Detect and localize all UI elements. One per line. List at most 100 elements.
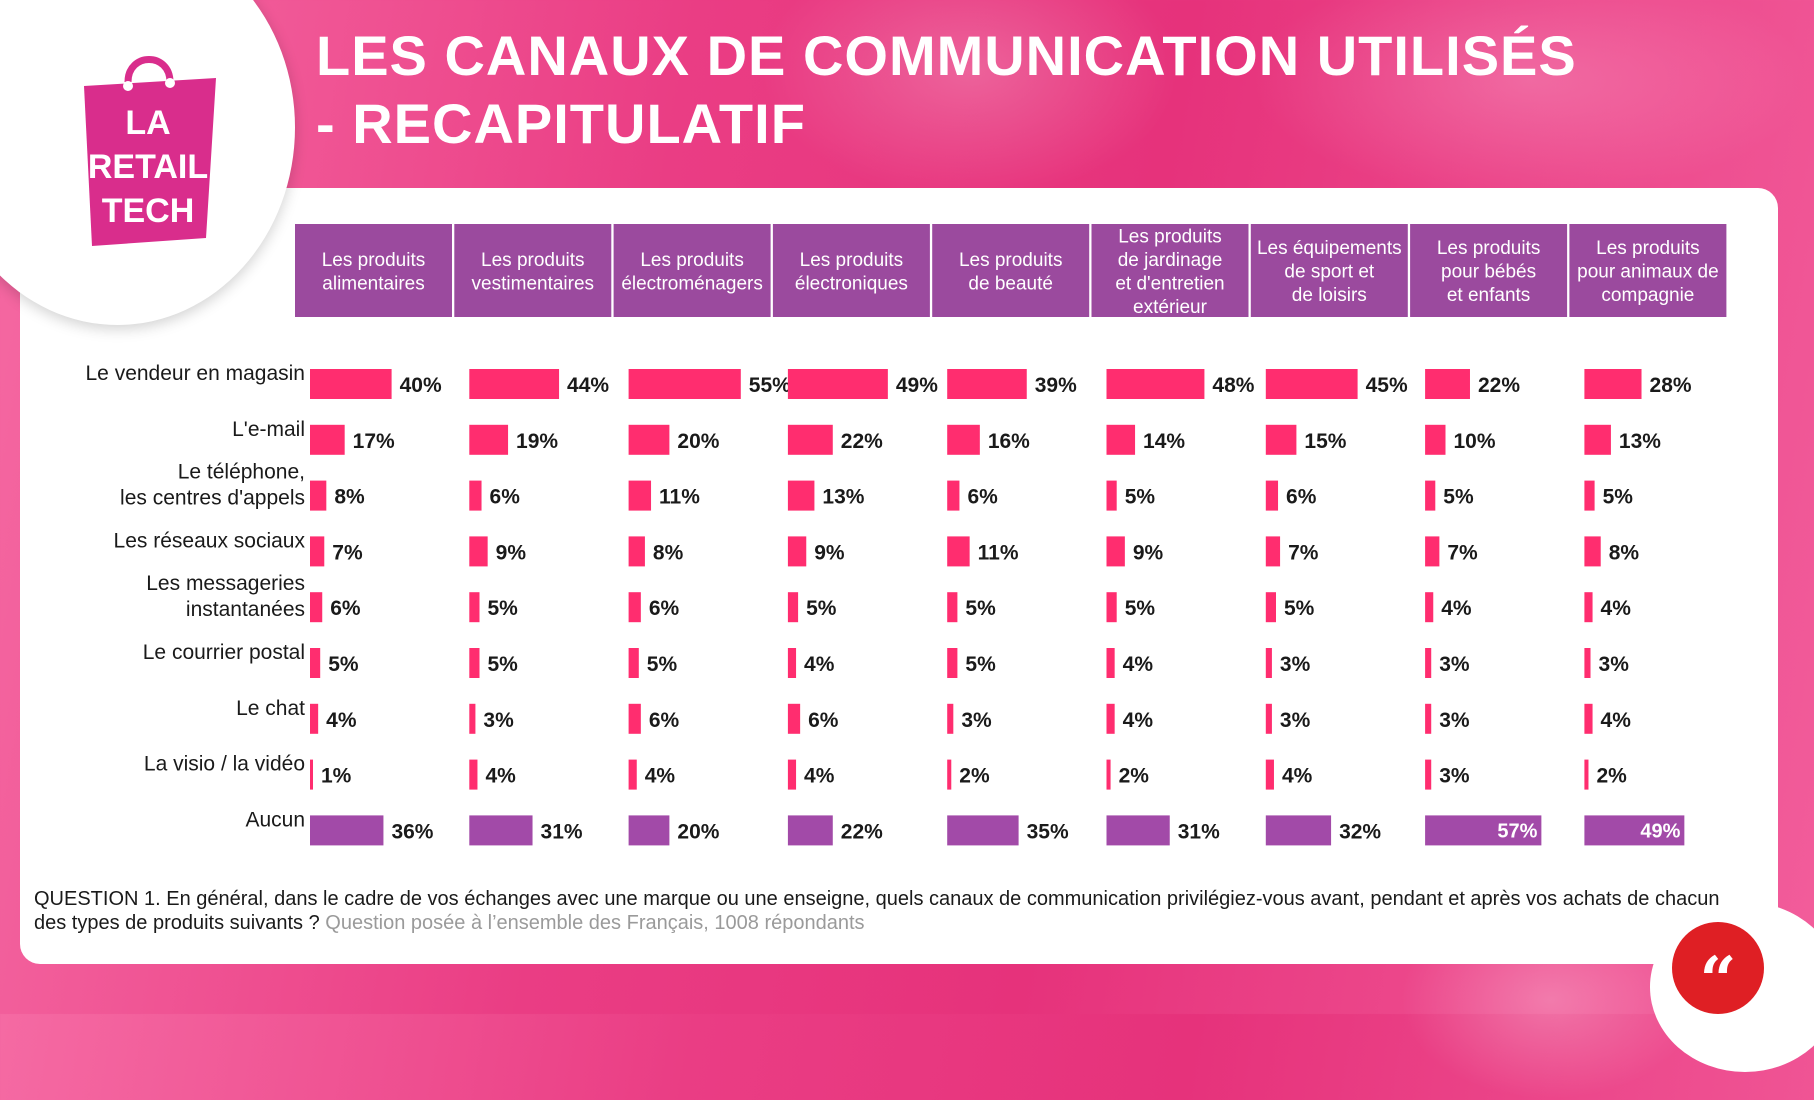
bar (947, 480, 960, 511)
data-label: 55% (749, 374, 791, 397)
bar (1106, 369, 1205, 399)
data-label: 5% (965, 597, 996, 620)
data-label: 20% (677, 820, 719, 843)
data-label: 5% (965, 653, 996, 676)
bar (310, 369, 392, 399)
data-label: 4% (645, 765, 676, 788)
bar (469, 703, 476, 734)
data-label: 3% (1599, 653, 1630, 676)
column-header-bg (613, 224, 771, 317)
bar (1425, 592, 1434, 623)
data-label: 6% (967, 486, 998, 509)
data-label: 3% (1280, 653, 1311, 676)
bar (1425, 648, 1432, 678)
data-label: 19% (516, 430, 558, 453)
data-label: 3% (1439, 765, 1470, 788)
data-label: 6% (490, 486, 521, 509)
data-label: 3% (483, 709, 514, 732)
bar (1106, 536, 1125, 567)
bar (469, 759, 478, 790)
bar (628, 369, 741, 399)
bar (469, 815, 533, 846)
bar (787, 480, 815, 511)
background-glow (760, 0, 1180, 200)
bar (1584, 480, 1595, 511)
bar (787, 759, 797, 790)
bar (1584, 648, 1591, 678)
data-label: 4% (804, 653, 835, 676)
bar (628, 592, 641, 623)
bar (1265, 648, 1272, 678)
bar (1265, 536, 1281, 567)
column-header-label: électroniques (795, 273, 908, 294)
bar (628, 480, 652, 511)
question-text: QUESTION 1. En général, dans le cadre de… (34, 887, 1734, 935)
column-header-bg (454, 224, 612, 317)
bar (628, 815, 670, 846)
bar (1265, 703, 1272, 734)
bar (310, 759, 313, 790)
data-label: 6% (808, 709, 839, 732)
data-label: 5% (1125, 486, 1156, 509)
bar (1106, 648, 1115, 678)
data-label: 3% (961, 709, 992, 732)
data-label: 32% (1339, 820, 1381, 843)
data-label: 7% (332, 541, 363, 564)
column-header-bg (1410, 224, 1568, 317)
data-label: 9% (1133, 541, 1164, 564)
retail-tech-logo[interactable]: LA RETAIL TECH (78, 56, 228, 246)
data-label: 5% (806, 597, 837, 620)
bar (1425, 703, 1432, 734)
background-glow (1250, 0, 1810, 200)
shopping-bag-icon (84, 56, 216, 246)
data-label: 7% (1288, 541, 1319, 564)
column-header-bg (1569, 224, 1727, 317)
question-sub: Question posée à l’ensemble des Français… (325, 912, 865, 934)
bar (1265, 369, 1358, 399)
row-label: Les réseaux sociaux (114, 529, 306, 552)
column-header-label: de sport et (1284, 262, 1374, 283)
column-header-label: compagnie (1601, 285, 1694, 306)
bar (628, 648, 639, 678)
bar (1425, 369, 1470, 399)
bar (1265, 592, 1276, 623)
row-label: instantanées (186, 598, 305, 621)
row-label: Le courrier postal (143, 641, 305, 664)
column-header-label: Les équipements (1257, 238, 1402, 259)
data-label: 4% (1123, 653, 1154, 676)
bar (947, 703, 954, 734)
bar (628, 536, 645, 567)
bar (1425, 536, 1440, 567)
row-label: les centres d'appels (120, 487, 305, 510)
bar (1106, 480, 1117, 511)
bar (469, 536, 488, 567)
data-label: 4% (804, 765, 835, 788)
data-label: 20% (677, 430, 719, 453)
bar (310, 480, 327, 511)
quote-icon[interactable]: “ (1672, 922, 1764, 1018)
data-label: 3% (1439, 653, 1470, 676)
data-label: 44% (567, 374, 609, 397)
data-label: 9% (814, 541, 845, 564)
bar (787, 648, 797, 678)
bar (947, 592, 958, 623)
bar (1584, 536, 1601, 567)
data-label: 22% (1478, 374, 1520, 397)
bar (947, 815, 1019, 846)
data-label: 2% (1596, 765, 1627, 788)
bar (469, 648, 480, 678)
bar (1425, 815, 1542, 846)
logo-text: LA RETAIL TECH (88, 104, 208, 230)
bar (1265, 815, 1332, 846)
data-label: 5% (488, 597, 519, 620)
column-header-label: Les produits (1437, 238, 1541, 259)
column-header-label: électroménagers (621, 273, 763, 294)
data-label: 11% (978, 541, 1019, 564)
data-label: 4% (1601, 709, 1632, 732)
data-label: 4% (1123, 709, 1154, 732)
data-label: 16% (988, 430, 1030, 453)
data-label: 14% (1143, 430, 1185, 453)
column-header-label: vestimentaires (472, 273, 595, 294)
data-label: 15% (1304, 430, 1346, 453)
bar (310, 536, 325, 567)
